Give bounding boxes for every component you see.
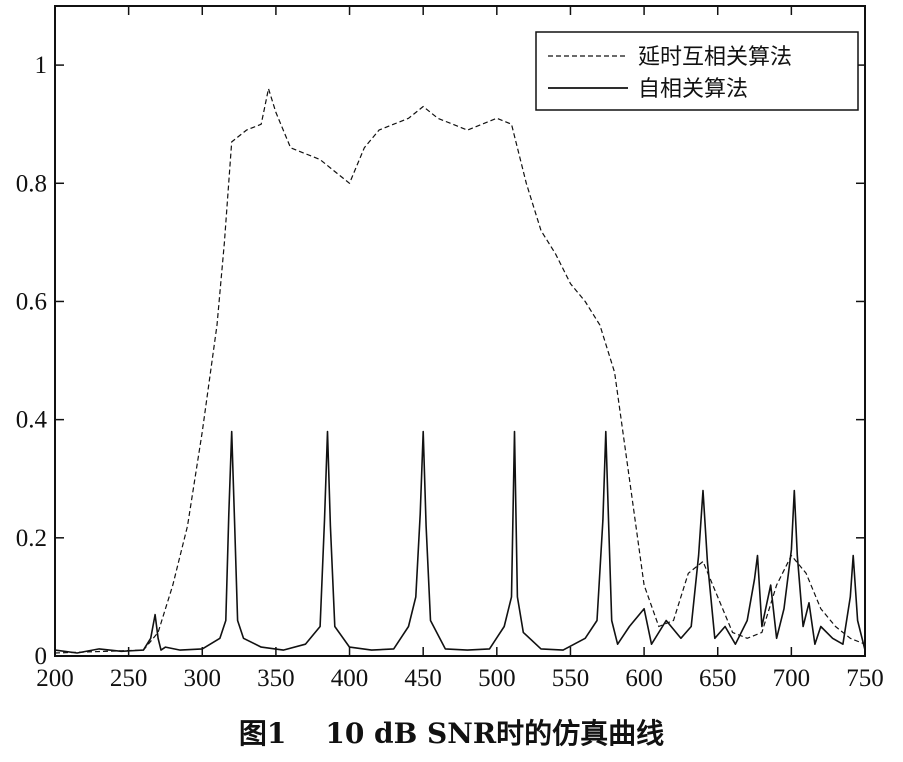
- legend-box: [535, 31, 859, 111]
- ticks-layer: 200 250 300 350 400 450 500 550 600 650 700 750 0 0.2…: [16, 6, 884, 692]
- x-tick-label: 200: [36, 665, 74, 692]
- figure-caption: 图1 10 dB SNR时的仿真曲线: [238, 717, 665, 750]
- x-tick-label: 350: [257, 665, 295, 692]
- y-tick-label: 0.8: [16, 170, 47, 197]
- series-line-autocorrelation: [54, 430, 866, 654]
- plot-background: [55, 6, 865, 656]
- y-tick-label: 0.4: [16, 407, 48, 434]
- x-tick-label: 600: [625, 665, 663, 692]
- plot-frame: [54, 5, 866, 657]
- legend-label-cross-correlation: 延时互相关算法: [638, 45, 792, 70]
- x-tick-label: 650: [699, 665, 737, 692]
- legend: 延时互相关算法 自相关算法: [535, 31, 859, 111]
- y-tick-label: 0.2: [16, 525, 47, 552]
- x-tick-label: 300: [184, 665, 222, 692]
- x-tick-label: 700: [773, 665, 811, 692]
- x-tick-label: 500: [478, 665, 516, 692]
- x-tick-label: 450: [404, 665, 442, 692]
- x-tick-label: 550: [552, 665, 590, 692]
- y-tick-label: 1: [35, 52, 48, 79]
- legend-label-autocorrelation: 自相关算法: [638, 77, 748, 102]
- chart: 200 250 300 350 400 450 500 550 600 650 700 750 0 0.2…: [16, 5, 884, 692]
- y-tick-label: 0.6: [16, 288, 47, 315]
- x-tick-label: 250: [110, 665, 148, 692]
- series-layer: [54, 88, 866, 654]
- x-tick-label: 750: [846, 665, 884, 692]
- y-tick-label: 0: [35, 643, 48, 670]
- x-tick-label: 400: [331, 665, 369, 692]
